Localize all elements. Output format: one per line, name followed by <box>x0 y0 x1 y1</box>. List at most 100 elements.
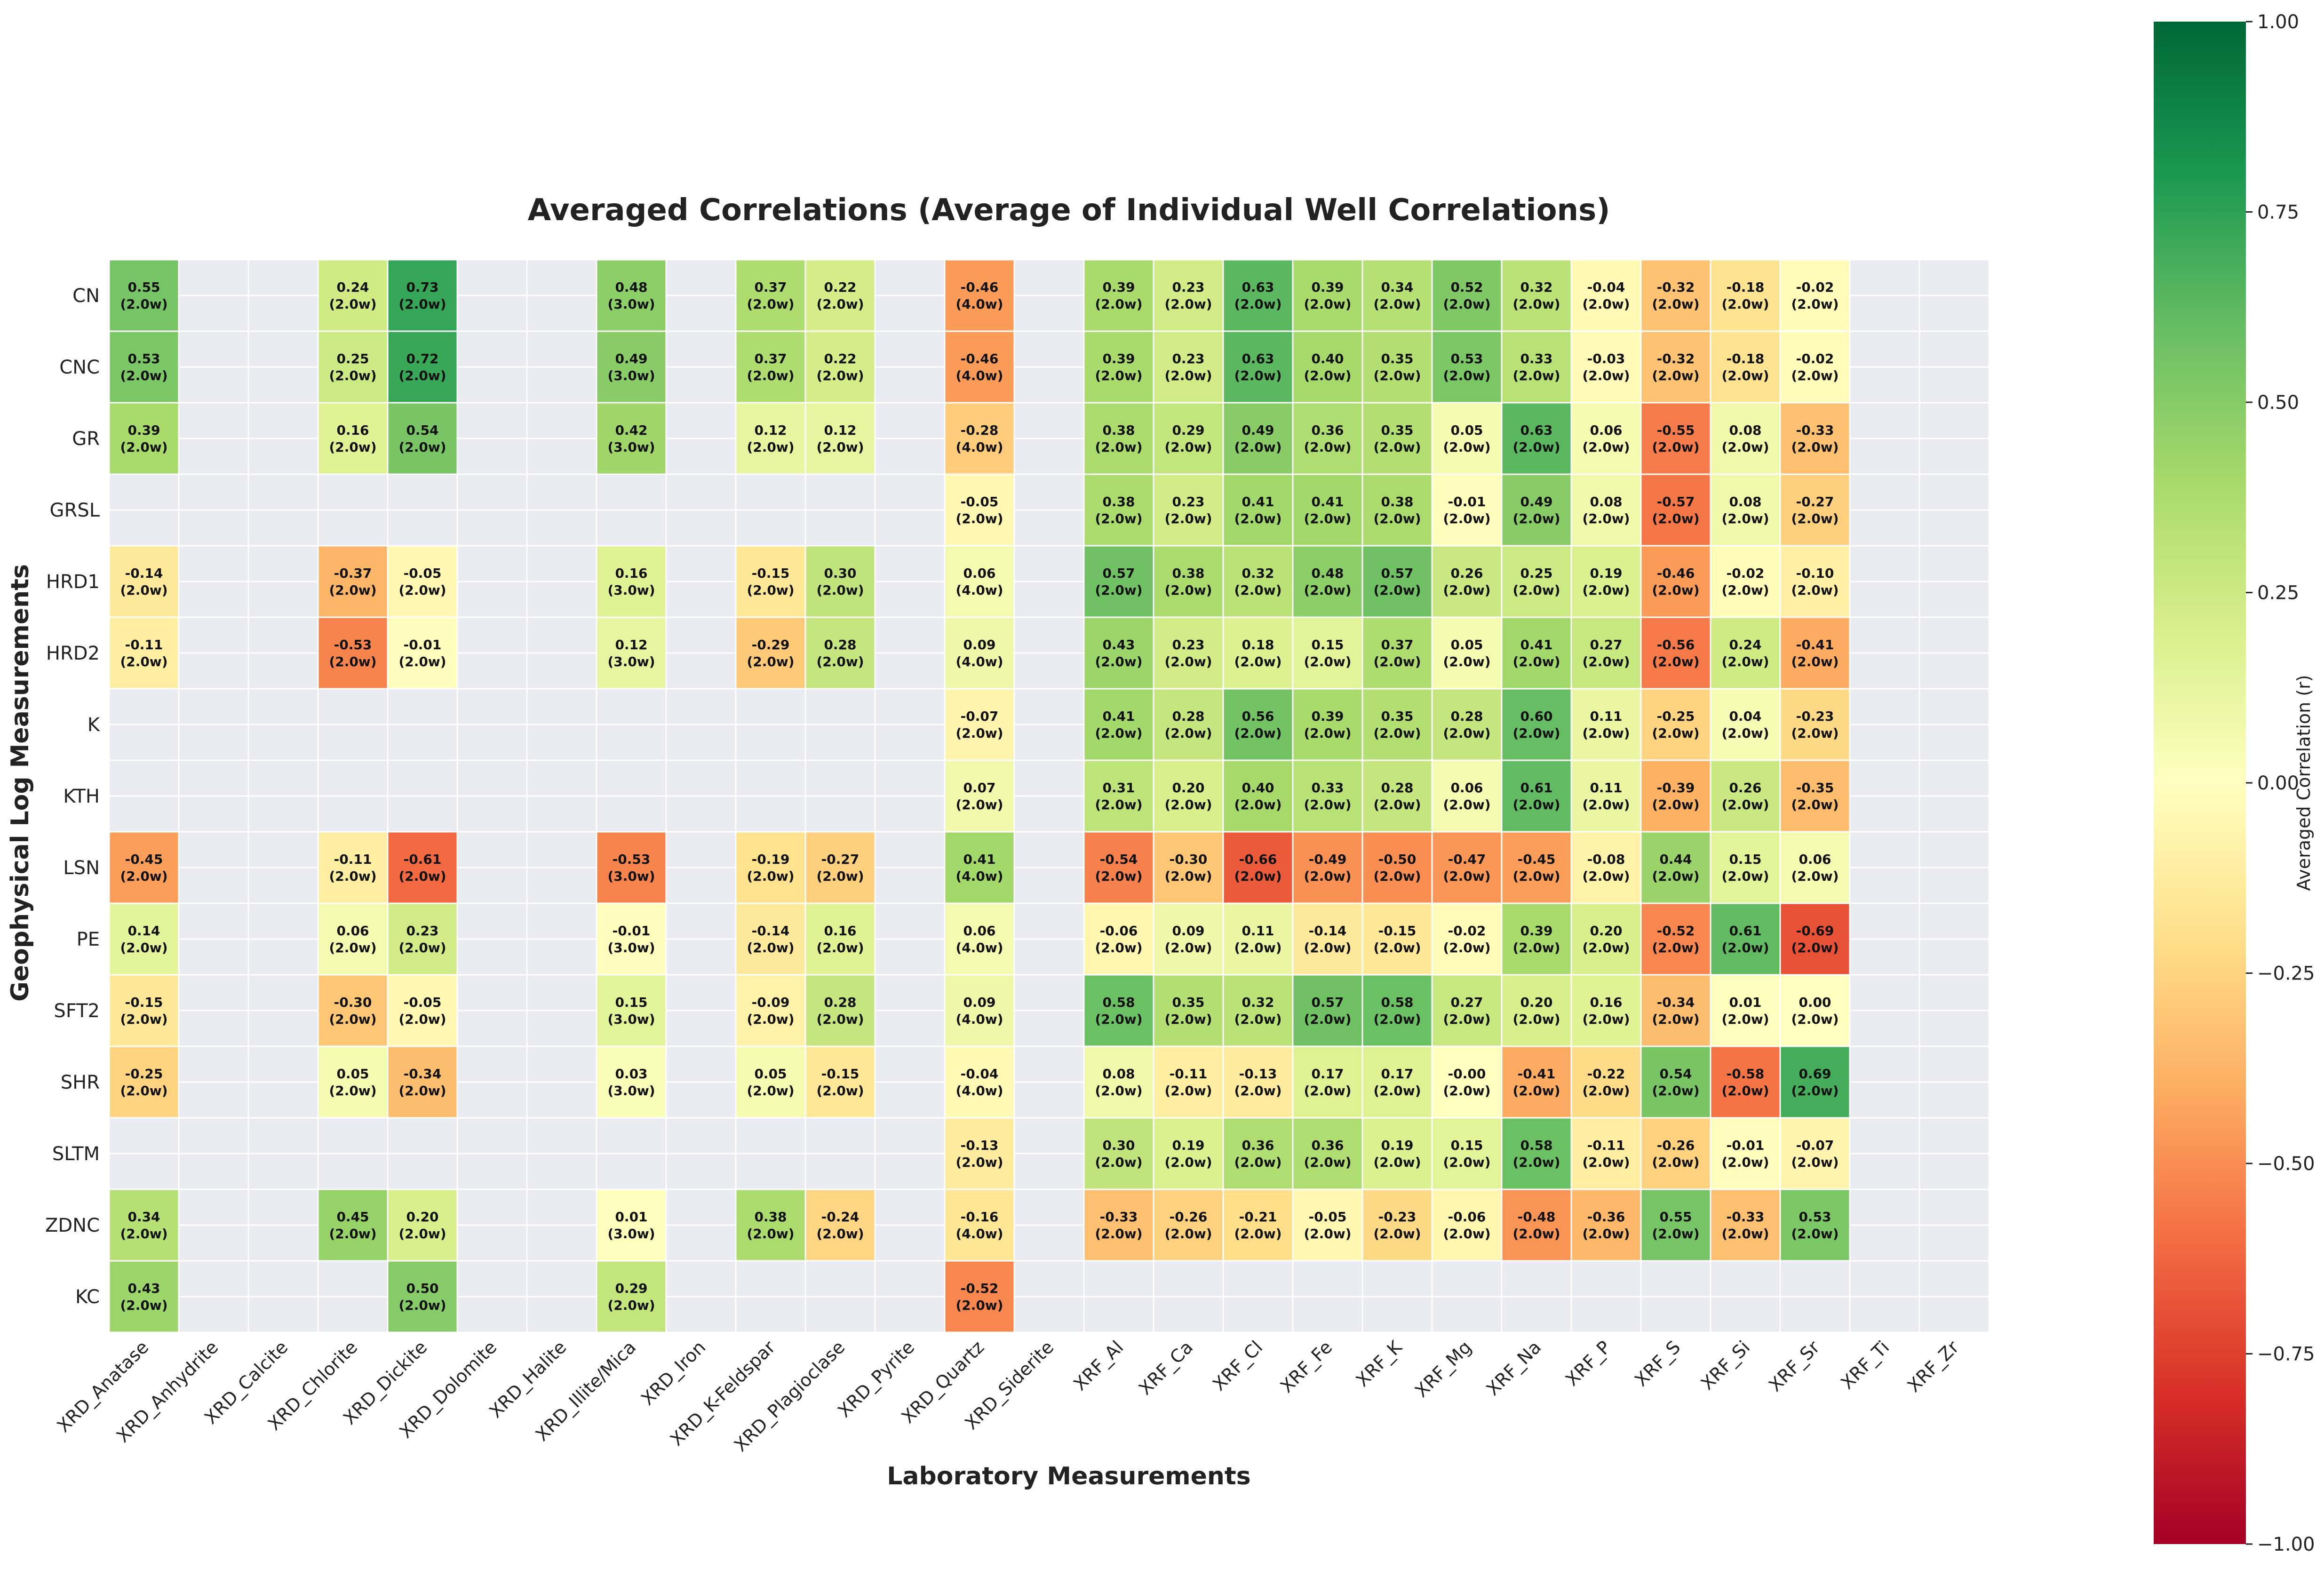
heatmap-cell-rect <box>1083 902 1154 976</box>
cell-value-label: -0.01 <box>1727 1138 1765 1153</box>
heatmap-cell-rect <box>804 616 876 690</box>
heatmap-cell: 0.06(2.0w) <box>1431 759 1503 833</box>
heatmap-cell: -0.28(4.0w) <box>944 402 1015 475</box>
heatmap-cell: 0.63(2.0w) <box>1501 402 1572 475</box>
cell-wells-label: (2.0w) <box>607 1298 655 1313</box>
heatmap-cell: -0.37(2.0w) <box>317 545 389 618</box>
heatmap-cell-rect <box>387 545 458 618</box>
cell-wells-label: (4.0w) <box>955 296 1003 312</box>
heatmap-cell-rect <box>387 1045 458 1119</box>
heatmap-cell: 0.30 (2.0w) <box>1083 1117 1154 1190</box>
cell-value-label: 0.36 <box>1311 422 1344 438</box>
heatmap-cell-rect <box>596 1260 667 1333</box>
heatmap-cell: -0.26(2.0w) <box>1153 1188 1224 1262</box>
cell-value-label: -0.26 <box>1657 1138 1695 1153</box>
cell-value-label: 0.15 <box>1311 637 1344 653</box>
cell-wells-label: (2.0w) <box>1582 868 1630 884</box>
heatmap-cell: 0.19 (2.0w) <box>1153 1117 1224 1190</box>
heatmap-cell-rect <box>944 974 1015 1047</box>
cell-value-label: 0.55 <box>127 279 160 295</box>
cell-value-label: 0.07 <box>963 780 995 796</box>
heatmap-cell <box>317 1117 389 1190</box>
heatmap-cell-rect <box>1779 402 1851 475</box>
heatmap-cell-rect <box>944 545 1015 618</box>
heatmap-cell <box>456 616 528 690</box>
heatmap-cell: 0.44(2.0w) <box>1640 831 1711 904</box>
heatmap-cell-rect <box>1570 831 1642 904</box>
cell-value-label: -0.49 <box>1309 852 1347 867</box>
cell-wells-label: (2.0w) <box>329 296 376 312</box>
cell-wells-label: (2.0w) <box>1791 439 1839 455</box>
cell-wells-label: (2.0w) <box>120 654 167 669</box>
heatmap-cell-rect <box>735 259 806 332</box>
heatmap-cell <box>247 902 319 976</box>
heatmap-cell <box>665 1117 737 1190</box>
cell-wells-label: (2.0w) <box>1234 940 1281 956</box>
cell-wells-label: (2.0w) <box>398 1298 446 1313</box>
cell-value-label: 0.48 <box>1311 566 1344 581</box>
heatmap-cell-rect <box>317 616 389 690</box>
heatmap-cell: -0.35(2.0w) <box>1779 759 1851 833</box>
cell-wells-label: (2.0w) <box>816 940 864 956</box>
heatmap-cell <box>108 759 180 833</box>
heatmap-cell: 0.38(2.0w) <box>1361 473 1433 547</box>
heatmap-cell-rect <box>1292 330 1363 404</box>
heatmap-cell <box>735 759 806 833</box>
heatmap-cell-rect <box>1501 688 1572 761</box>
cell-value-label: -0.61 <box>404 852 442 867</box>
heatmap-cell: 0.73(2.0w) <box>387 259 458 332</box>
row-label-zdnc: ZDNC <box>45 1215 100 1236</box>
heatmap-cell-rect <box>1431 759 1503 833</box>
heatmap-cell-rect <box>944 1260 1015 1333</box>
cell-value-label: 0.31 <box>1102 780 1135 796</box>
cell-wells-label: (2.0w) <box>1443 582 1490 598</box>
heatmap-cell <box>247 545 319 618</box>
row-tick-labels: CN CNC GR GRSL HRD1 HRD2 K KTH LSN PE SFT2 SHR SLTM Z… <box>45 285 101 1308</box>
heatmap-cell-rect <box>1153 1188 1224 1262</box>
heatmap-cell <box>526 688 597 761</box>
cell-wells-label: (2.0w) <box>1512 1226 1560 1242</box>
row-label-shr: SHR <box>61 1072 100 1093</box>
cell-value-label: -0.54 <box>1100 852 1138 867</box>
heatmap-cell: 0.41(2.0w) <box>1222 473 1294 547</box>
row-label-cn: CN <box>72 285 100 307</box>
heatmap-cell-rect <box>1153 473 1224 547</box>
cell-value-label: -0.39 <box>1657 780 1695 796</box>
cell-value-label: -0.66 <box>1239 852 1277 867</box>
heatmap-cell: 0.40 (2.0w) <box>1292 330 1363 404</box>
heatmap-cell: 0.16(2.0w) <box>804 902 876 976</box>
heatmap-cell <box>526 1188 597 1262</box>
cell-value-label: 0.39 <box>1311 279 1344 295</box>
cell-wells-label: (2.0w) <box>1512 797 1560 812</box>
cell-wells-label: (4.0w) <box>955 582 1003 598</box>
heatmap-cell <box>526 1117 597 1190</box>
cell-wells-label: (2.0w) <box>120 1083 167 1099</box>
cell-wells-label: (2.0w) <box>1304 1226 1351 1242</box>
cell-value-label: -0.05 <box>961 494 999 510</box>
heatmap-cell-rect <box>1779 1188 1851 1262</box>
heatmap-cell <box>804 688 876 761</box>
heatmap-cell <box>1013 330 1085 404</box>
cell-wells-label: (2.0w) <box>1234 1083 1281 1099</box>
cell-value-label: 0.48 <box>615 279 647 295</box>
heatmap-cell <box>735 1260 806 1333</box>
cell-wells-label: (2.0w) <box>1095 1012 1142 1027</box>
row-label-hrd2: HRD2 <box>46 643 100 664</box>
cell-value-label: -0.02 <box>1727 566 1765 581</box>
cell-wells-label: (3.0w) <box>607 296 655 312</box>
heatmap-cell: 0.17(2.0w) <box>1361 1045 1433 1119</box>
cell-value-label: -0.04 <box>961 1066 999 1082</box>
cell-wells-label: (2.0w) <box>1582 654 1630 669</box>
cell-value-label: -0.14 <box>1309 923 1347 939</box>
cell-wells-label: (2.0w) <box>1095 725 1142 741</box>
cell-value-label: 0.00 <box>1799 995 1831 1010</box>
cell-value-label: 0.53 <box>127 351 160 366</box>
cell-wells-label: (2.0w) <box>1512 725 1560 741</box>
heatmap-cell <box>1918 902 1990 976</box>
cell-value-label: -0.14 <box>752 923 790 939</box>
cell-wells-label: (2.0w) <box>1373 725 1421 741</box>
heatmap-cell-rect <box>1640 688 1711 761</box>
heatmap-cell-rect <box>1640 1188 1711 1262</box>
heatmap-cell <box>1849 1260 1920 1333</box>
heatmap-cell <box>665 545 737 618</box>
